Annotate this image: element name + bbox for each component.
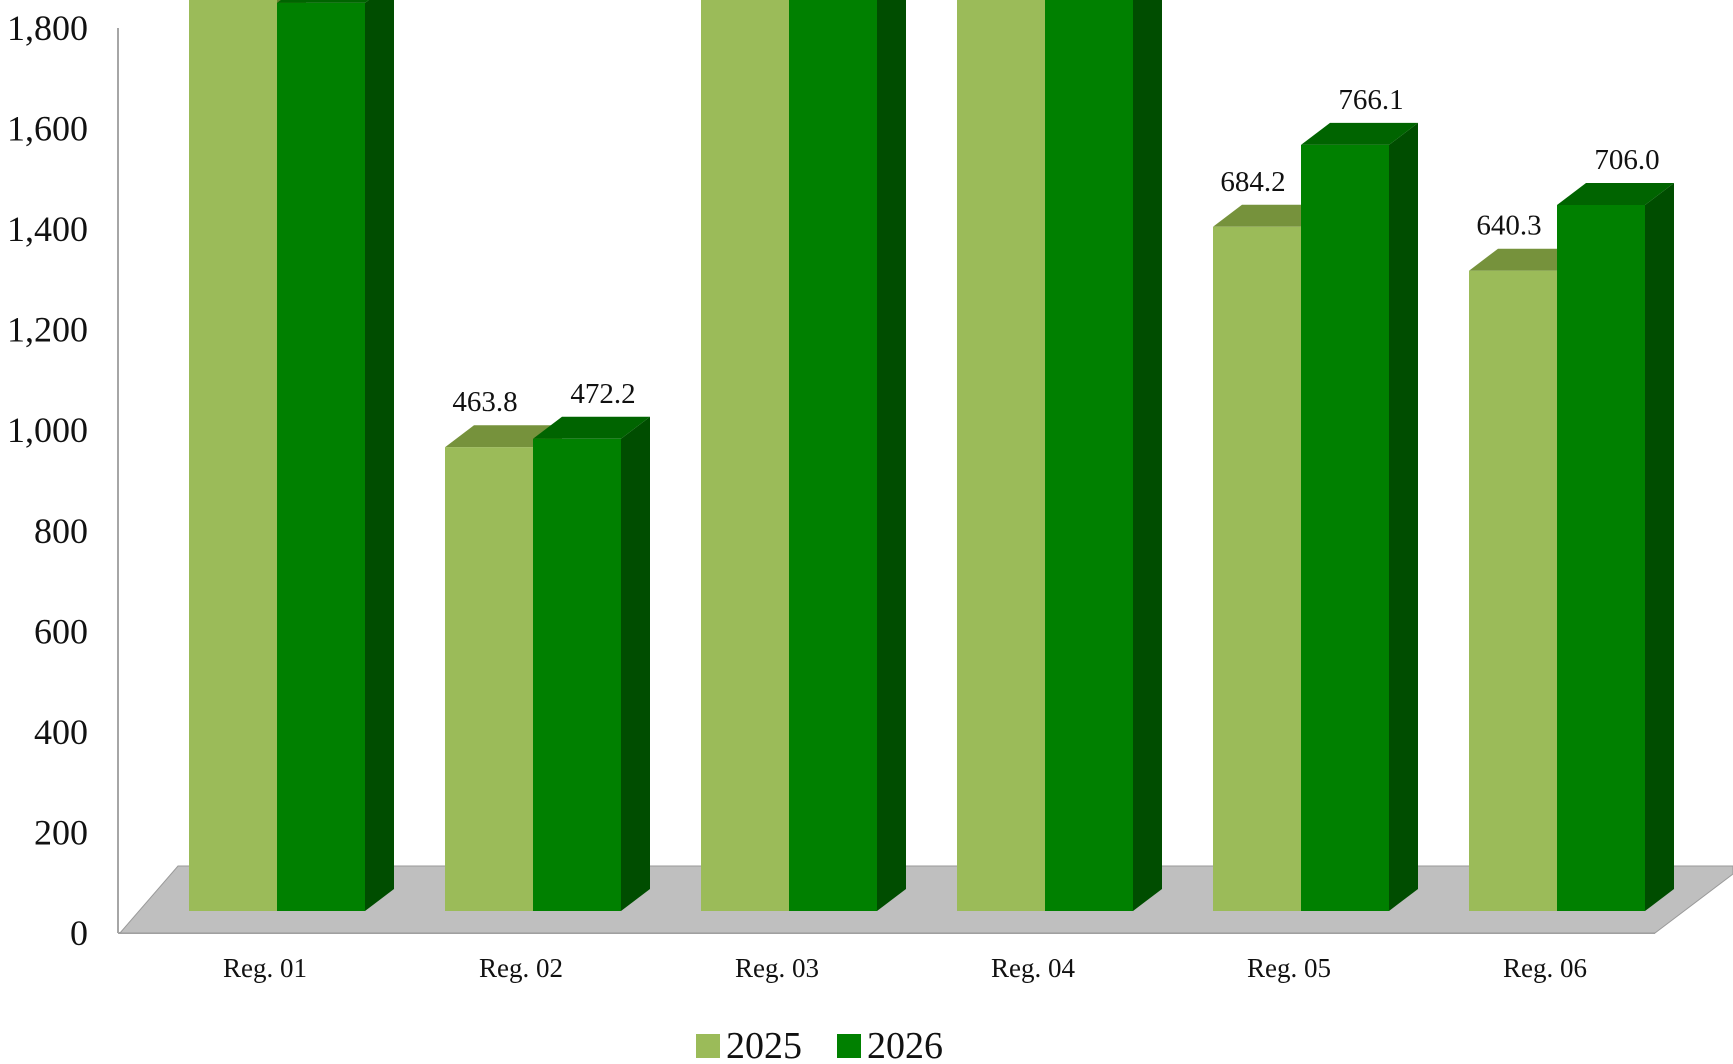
bar-front-face	[701, 0, 789, 911]
bar-front-face	[445, 447, 533, 911]
y-tick-label: 600	[34, 611, 88, 651]
bar-side-face	[1389, 122, 1418, 911]
legend-label-2025: 2025	[726, 1025, 802, 1064]
data-label: 463.8	[452, 386, 517, 418]
x-tick-label: Reg. 01	[223, 953, 307, 983]
y-tick-label: 800	[34, 511, 88, 551]
bar-2026-reg-05	[1301, 122, 1418, 911]
bar-front-face	[789, 0, 877, 911]
bar-side-face	[621, 416, 650, 911]
y-tick-label: 1,600	[7, 109, 88, 149]
data-label: 640.3	[1476, 210, 1541, 242]
labels: 02004006008001,0001,2001,4001,6001,80095…	[7, 8, 1660, 983]
bar-front-face	[1469, 270, 1557, 911]
data-label: 766.1	[1338, 84, 1403, 116]
data-label: 472.2	[570, 378, 635, 410]
bar-side-face	[365, 0, 394, 911]
bar-top-face	[277, 0, 369, 3]
bar-2026-reg-06	[1557, 183, 1674, 911]
data-label: 684.2	[1220, 166, 1285, 198]
bar-front-face	[957, 0, 1045, 911]
bar-2026-reg-01	[277, 0, 394, 911]
legend: 2025 2026	[696, 1025, 943, 1064]
bar-front-face	[533, 438, 621, 911]
bar-front-face	[1213, 226, 1301, 912]
legend-label-2026: 2026	[867, 1025, 943, 1064]
legend-swatch-2026	[837, 1034, 861, 1058]
x-tick-label: Reg. 02	[479, 953, 563, 983]
y-tick-label: 200	[34, 812, 88, 852]
bar-front-face	[277, 2, 365, 911]
bar-side-face	[1645, 183, 1674, 911]
bar-side-face	[1133, 0, 1162, 911]
bar-2026-reg-04	[1045, 0, 1162, 911]
legend-swatch-2025	[696, 1034, 720, 1058]
bar-side-face	[877, 0, 906, 911]
y-tick-label: 1,200	[7, 310, 88, 350]
bar-2026-reg-03	[789, 0, 906, 911]
bar-front-face	[1045, 0, 1133, 911]
bar-top-face	[1469, 248, 1586, 271]
y-tick-label: 400	[34, 712, 88, 752]
data-label: 706.0	[1594, 144, 1659, 176]
bar-top-face	[1213, 204, 1330, 227]
x-tick-label: Reg. 05	[1247, 953, 1331, 983]
bar-front-face	[1301, 144, 1389, 911]
bar-2026-reg-02	[533, 416, 650, 911]
x-tick-label: Reg. 06	[1503, 953, 1587, 983]
y-tick-label: 1,800	[7, 8, 88, 48]
bar-top-face	[1557, 183, 1674, 205]
x-tick-label: Reg. 03	[735, 953, 819, 983]
y-tick-label: 0	[70, 913, 88, 953]
bar-top-face	[445, 425, 562, 448]
x-tick-label: Reg. 04	[991, 953, 1075, 983]
bars	[189, 0, 1674, 912]
bar-front-face	[189, 0, 277, 911]
bar-top-face	[1301, 122, 1418, 145]
bar-top-face	[533, 416, 650, 439]
y-tick-label: 1,000	[7, 410, 88, 450]
bar-front-face	[1557, 205, 1645, 911]
y-tick-label: 1,400	[7, 209, 88, 249]
